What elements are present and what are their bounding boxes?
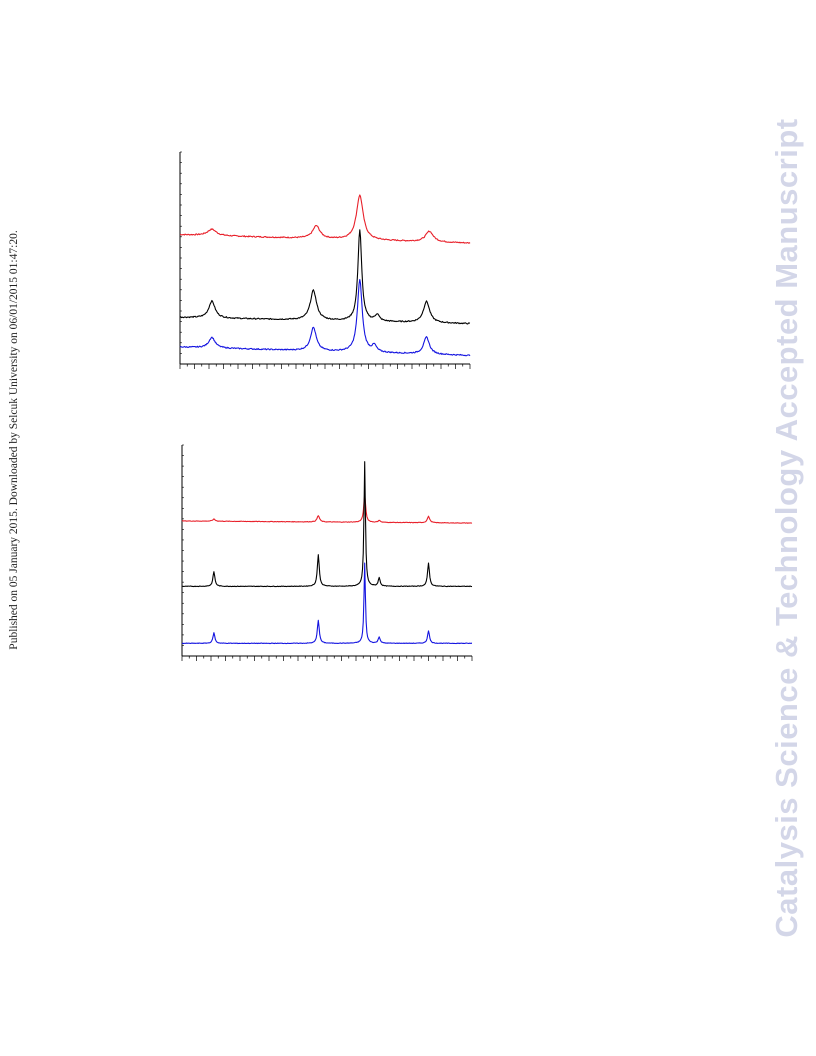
chart-top — [179, 151, 471, 369]
trace-blue — [179, 278, 471, 357]
trace-red — [179, 194, 471, 244]
trace-black — [181, 461, 473, 588]
chart-bottom — [181, 444, 473, 661]
trace-blue — [181, 562, 473, 645]
trace-red — [181, 494, 473, 524]
trace-black — [179, 229, 471, 325]
